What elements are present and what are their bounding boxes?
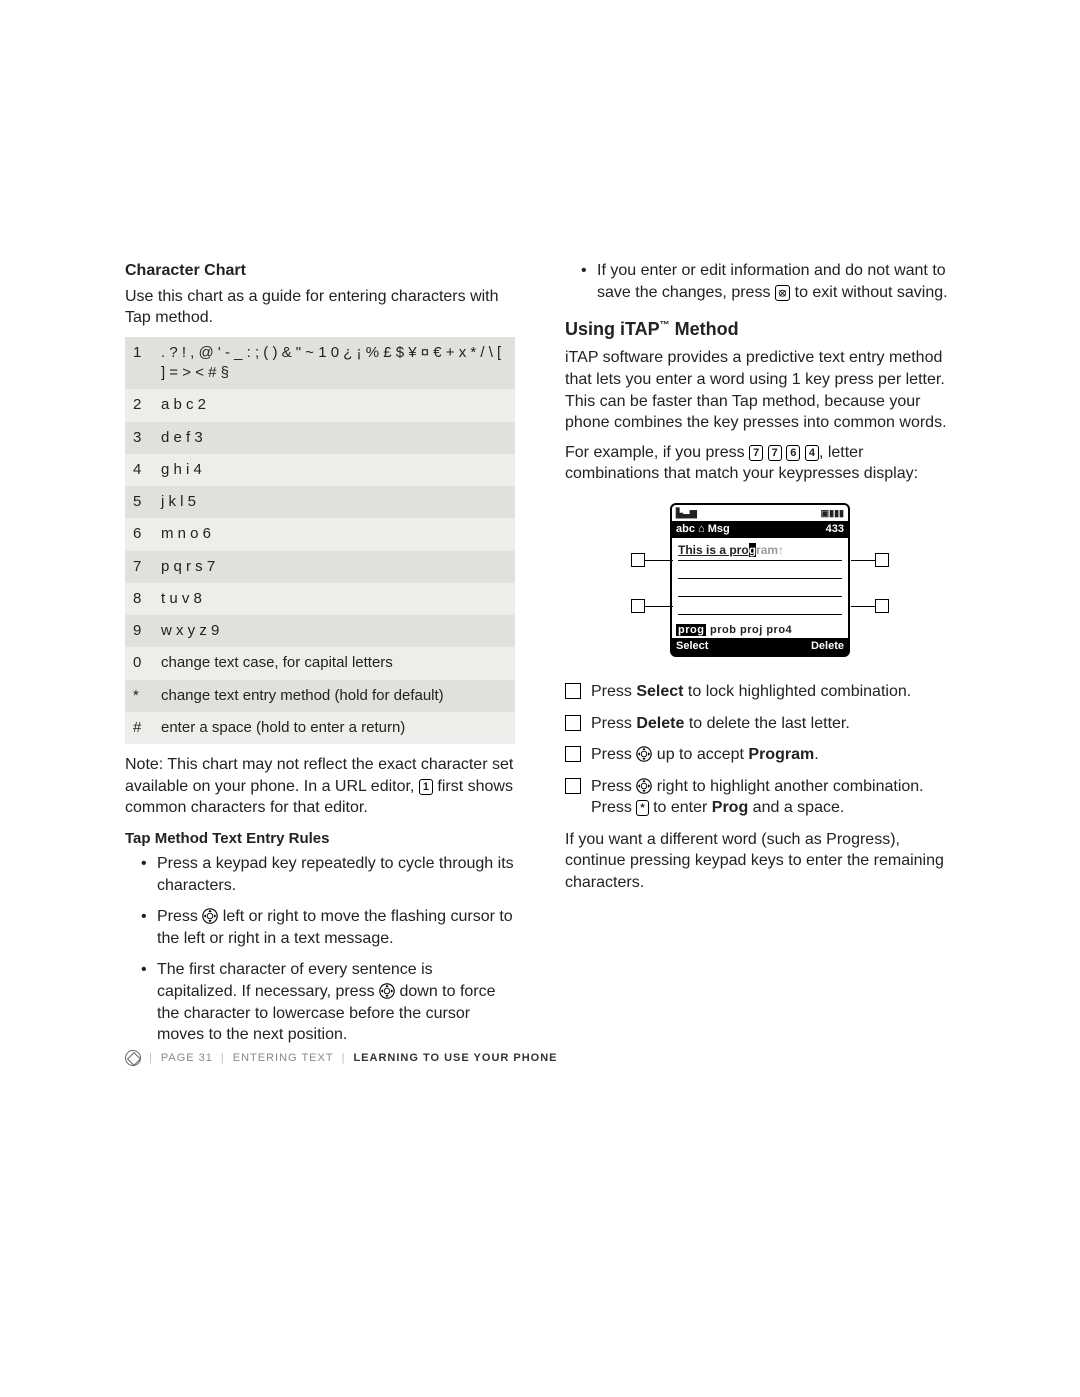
legend-item: Press right to highlight another combina… [565, 776, 955, 819]
legend-item: Press up to accept Program. [565, 744, 955, 766]
itap-para1: iTAP software provides a predictive text… [565, 347, 955, 433]
table-row: 6m n o 6 [125, 518, 515, 550]
callout-box [565, 715, 581, 731]
signal-icon: ▙▃▆ [676, 507, 697, 519]
rule-item: Press left or right to move the flashing… [157, 906, 515, 949]
table-row: 2a b c 2 [125, 389, 515, 421]
typed-text: This is a program↑ [678, 542, 842, 561]
char-key: 4 [125, 454, 153, 486]
battery-icon: ▣▮▮▮ [821, 507, 844, 519]
table-row: 5j k l 5 [125, 486, 515, 518]
table-row: #enter a space (hold to enter a return) [125, 712, 515, 744]
page-footer: | PAGE 31 | ENTERING TEXT | LEARNING TO … [125, 1050, 955, 1066]
char-values: . ? ! , @ ' - _ : ; ( ) & " ~ 1 0 ¿ ¡ % … [153, 337, 515, 390]
callout-box [565, 683, 581, 699]
table-row: 0change text case, for capital letters [125, 647, 515, 679]
legend-text: Press Delete to delete the last letter. [591, 713, 850, 735]
legend-item: Press Delete to delete the last letter. [565, 713, 955, 735]
table-row: 8t u v 8 [125, 583, 515, 615]
char-key: 2 [125, 389, 153, 421]
softkey-select: Select [676, 639, 708, 654]
rule-item: The first character of every sentence is… [157, 959, 515, 1045]
char-key: 7 [125, 551, 153, 583]
table-row: 9w x y z 9 [125, 615, 515, 647]
table-row: 3d e f 3 [125, 422, 515, 454]
callout-box [875, 599, 889, 613]
char-values: g h i 4 [153, 454, 515, 486]
callout-box [631, 599, 645, 613]
page-number: PAGE 31 [161, 1052, 213, 1064]
char-key: 1 [125, 337, 153, 390]
char-key: 6 [125, 518, 153, 550]
char-values: t u v 8 [153, 583, 515, 615]
callout-box [565, 778, 581, 794]
key-1-icon: 1 [419, 779, 433, 795]
char-key: 0 [125, 647, 153, 679]
legend-text: Press Select to lock highlighted combina… [591, 681, 911, 703]
char-key: # [125, 712, 153, 744]
footer-icon [125, 1050, 141, 1066]
softkey-delete: Delete [811, 639, 844, 654]
char-chart-heading: Character Chart [125, 260, 515, 282]
char-values: w x y z 9 [153, 615, 515, 647]
char-key: * [125, 680, 153, 712]
tap-rules-list: Press a keypad key repeatedly to cycle t… [125, 853, 515, 1046]
itap-para2: For example, if you press 7 7 6 4, lette… [565, 442, 955, 485]
phone-legend: Press Select to lock highlighted combina… [565, 681, 955, 819]
table-row: *change text entry method (hold for defa… [125, 680, 515, 712]
char-key: 3 [125, 422, 153, 454]
rule-item: Press a keypad key repeatedly to cycle t… [157, 853, 515, 896]
char-key: 8 [125, 583, 153, 615]
breadcrumb-2: LEARNING TO USE YOUR PHONE [353, 1052, 557, 1064]
char-chart-note: Note: This chart may not reflect the exa… [125, 754, 515, 819]
char-key: 5 [125, 486, 153, 518]
callout-box [565, 746, 581, 762]
char-values: j k l 5 [153, 486, 515, 518]
table-row: 4g h i 4 [125, 454, 515, 486]
breadcrumb-1: ENTERING TEXT [233, 1052, 334, 1064]
table-row: 7p q r s 7 [125, 551, 515, 583]
char-values: enter a space (hold to enter a return) [153, 712, 515, 744]
itap-tail: If you want a different word (such as Pr… [565, 829, 955, 894]
table-row: 1. ? ! , @ ' - _ : ; ( ) & " ~ 1 0 ¿ ¡ %… [125, 337, 515, 390]
callout-box [631, 553, 645, 567]
char-values: a b c 2 [153, 389, 515, 421]
callout-box [875, 553, 889, 567]
suggestion-bar: prog prob proj pro4 [672, 621, 848, 638]
tap-rules-heading: Tap Method Text Entry Rules [125, 829, 515, 849]
legend-text: Press right to highlight another combina… [591, 776, 955, 819]
char-values: m n o 6 [153, 518, 515, 550]
itap-heading: Using iTAP™ Method [565, 317, 955, 341]
char-chart-intro: Use this chart as a guide for entering c… [125, 286, 515, 329]
right-column: If you enter or edit information and do … [565, 260, 955, 1056]
char-count: 433 [826, 522, 844, 537]
char-values: p q r s 7 [153, 551, 515, 583]
mode-label: abc ⌂ Msg [676, 522, 730, 537]
character-chart-table: 1. ? ! , @ ' - _ : ; ( ) & " ~ 1 0 ¿ ¡ %… [125, 337, 515, 744]
legend-item: Press Select to lock highlighted combina… [565, 681, 955, 703]
char-values: d e f 3 [153, 422, 515, 454]
left-column: Character Chart Use this chart as a guid… [125, 260, 515, 1056]
exit-without-saving-bullet: If you enter or edit information and do … [597, 260, 955, 303]
legend-text: Press up to accept Program. [591, 744, 819, 766]
char-values: change text case, for capital letters [153, 647, 515, 679]
char-values: change text entry method (hold for defau… [153, 680, 515, 712]
phone-mock: ▙▃▆ ▣▮▮▮ abc ⌂ Msg 433 This is a program… [625, 503, 895, 657]
char-key: 9 [125, 615, 153, 647]
top-bullet-list: If you enter or edit information and do … [565, 260, 955, 303]
